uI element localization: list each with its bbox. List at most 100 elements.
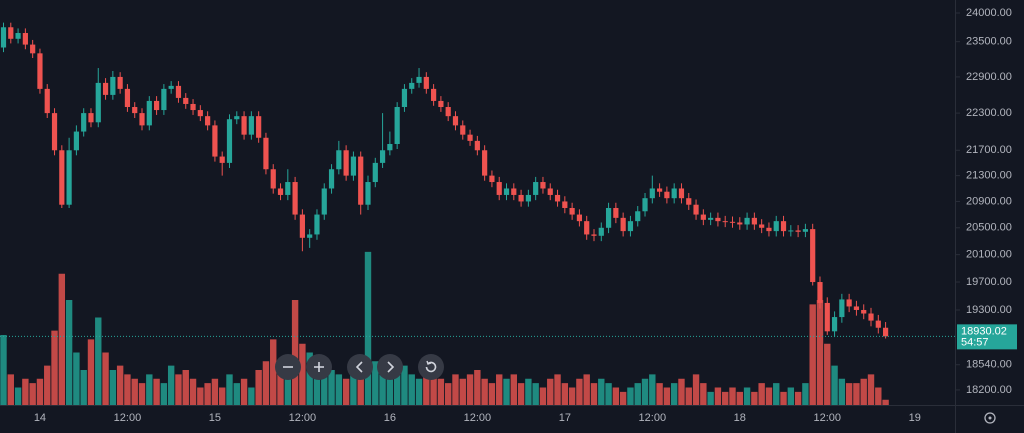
candle-body [197,110,203,117]
candle-body [605,207,612,228]
volume-bar [146,374,153,405]
volume-bar [678,378,685,405]
volume-bar [437,378,445,405]
zoom-out-button[interactable] [275,354,301,380]
candle-body [467,134,473,141]
candle-body [766,227,772,232]
volume-bar [875,387,882,405]
volume-bar [488,383,496,405]
volume-bar [87,339,95,405]
volume-bar [240,378,248,405]
candle-body [431,88,437,101]
candle-body [0,27,7,48]
volume-bar [663,387,671,405]
volume-bar [182,370,189,405]
candle-body [30,44,36,54]
volume-bar [692,374,700,405]
x-tick-label: 12:00 [639,412,667,424]
volume-bar [765,387,773,405]
candle-body [234,116,240,120]
candle-body [751,217,757,225]
candle-body [270,169,276,189]
candle-body [358,156,364,205]
volume-bar [73,352,80,405]
candle-body [562,201,568,208]
candle-body [482,150,488,176]
y-tick-label: 20100.00 [966,249,1012,261]
volume-bar [736,391,743,405]
volume-bar [794,391,802,405]
plot-area [0,22,955,405]
volume-bar [882,399,889,405]
settings-button[interactable] [984,412,996,424]
candle-body [715,217,721,222]
volume-bar [342,378,350,405]
volume-bar [248,387,255,405]
candle-body [627,221,634,232]
candle-body [664,191,670,199]
zoom-in-button[interactable] [306,354,332,380]
volume-bar [102,352,109,405]
candle-body [817,282,823,303]
volume-bar [138,383,146,405]
volume-bar [787,387,795,405]
candle-body [518,194,524,202]
volume-bar [685,387,692,405]
candle-body [678,188,685,199]
volume-bar [867,374,875,405]
volume-bar [656,383,663,405]
volume-bar [561,383,569,405]
candle-body [831,317,838,332]
candle-body [598,227,604,236]
reset-button[interactable] [418,354,444,380]
candle-body [307,234,313,238]
candle-body [452,116,459,126]
candle-body [190,103,196,111]
scroll-right-button[interactable] [377,354,403,380]
volume-bar [270,339,277,405]
candle-body [168,85,174,89]
candle-body [788,230,794,232]
volume-bar [401,365,408,405]
volume-bar [415,378,423,405]
y-tick-label: 20900.00 [966,195,1012,207]
y-tick-label: 23500.00 [966,36,1012,48]
volume-bar [109,370,117,405]
volume-bar [386,378,394,405]
candle-body [591,234,597,236]
candle-body [379,150,386,163]
candle-body [161,88,167,111]
volume-bar [532,383,539,405]
volume-bar [554,374,561,405]
scroll-left-button[interactable] [347,354,373,380]
candle-body [59,150,65,205]
candle-body [88,113,94,123]
candle-body [336,150,342,170]
volume-bar [860,378,867,405]
candle-body [635,211,641,222]
candle-body [394,107,400,145]
volume-bar [226,374,233,405]
y-tick-label: 24000.00 [966,7,1012,19]
volume-bar [816,300,824,405]
volume-bar [838,378,846,405]
volume-bar [233,383,240,405]
volume-bar [641,378,649,405]
volume-bar [14,387,22,405]
candle-body [73,131,79,151]
volume-bar [321,365,328,405]
candle-body [503,188,510,195]
volume-bar [22,378,29,405]
volume-bar [831,365,838,405]
candle-body [737,222,743,225]
volume-bar [277,365,284,405]
candle-body [540,182,546,189]
candle-body [8,27,14,39]
candle-body [124,88,131,108]
candle-body [576,214,583,222]
volume-bar [423,370,430,405]
x-tick-label: 12:00 [114,412,142,424]
candle-body [649,188,655,199]
